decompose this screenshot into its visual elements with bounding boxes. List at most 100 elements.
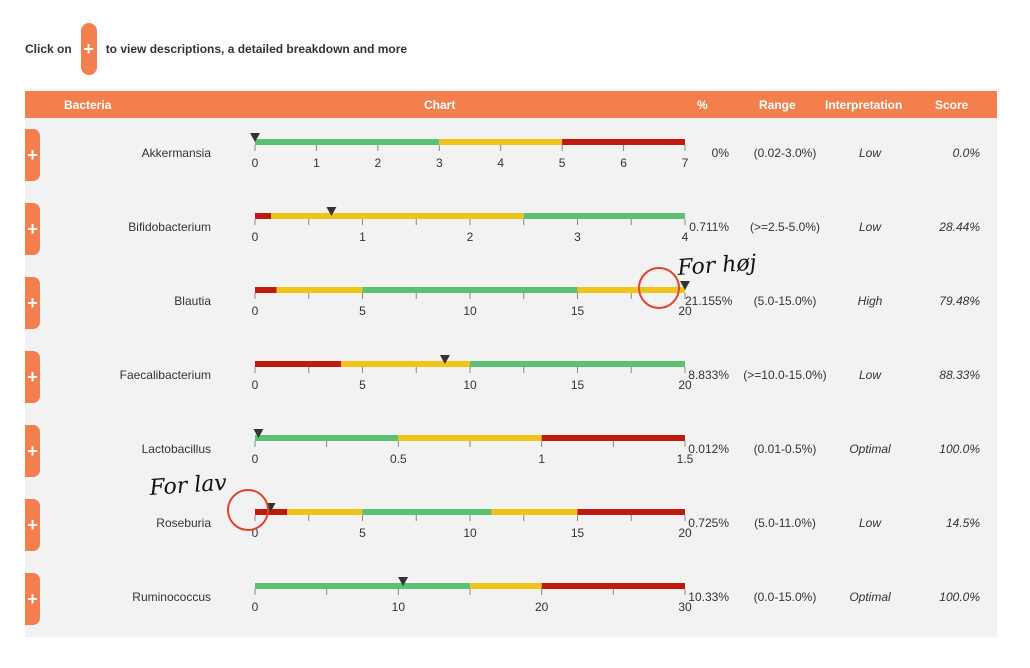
score-value: 14.5%	[920, 516, 980, 530]
tick-label: 10	[392, 600, 406, 614]
plus-icon: +	[27, 589, 38, 610]
tick-label: 0	[252, 156, 259, 170]
tick-label: 10	[463, 378, 477, 392]
tick-label: 3	[574, 230, 581, 244]
range-segment-red	[578, 509, 686, 515]
expand-button[interactable]: +	[25, 351, 40, 403]
interpretation-value: High	[830, 294, 910, 308]
score-value: 79.48%	[920, 294, 980, 308]
header-percent: %	[697, 98, 708, 112]
bacteria-name: Lactobacillus	[142, 442, 211, 456]
range-segment-red	[542, 583, 685, 589]
tick-label: 10	[463, 526, 477, 540]
table-header: Bacteria Chart % Range Interpretation Sc…	[25, 91, 997, 118]
expand-button[interactable]: +	[25, 425, 40, 477]
tick-label: 15	[571, 378, 585, 392]
score-value: 88.33%	[920, 368, 980, 382]
score-value: 100.0%	[920, 442, 980, 456]
intro-plus-icon: +	[81, 23, 97, 75]
expand-button[interactable]: +	[25, 277, 40, 329]
expand-button[interactable]: +	[25, 573, 40, 625]
expand-button[interactable]: +	[25, 203, 40, 255]
range-segment-red	[542, 435, 685, 441]
table-row: + Blautia 21.155% (5.0-15.0%) High 79.48% 0 5 10…	[25, 266, 997, 340]
range-chart: 0 5 10 15 20	[220, 488, 700, 562]
range-segment-green	[255, 139, 439, 145]
range-segment-yellow	[439, 139, 562, 145]
header-range: Range	[759, 98, 796, 112]
tick-label: 0	[252, 600, 259, 614]
tick-label: 20	[535, 600, 549, 614]
range-value: (0.02-3.0%)	[735, 146, 835, 160]
range-segment-red	[255, 287, 277, 293]
tick-label: 0	[252, 230, 259, 244]
range-chart: 01234	[220, 192, 700, 266]
interpretation-value: Optimal	[830, 590, 910, 604]
range-chart: 0 5 10 15 20	[220, 340, 700, 414]
range-value: (5.0-15.0%)	[735, 294, 835, 308]
tick-label: 1	[359, 230, 366, 244]
range-segment-red	[255, 213, 271, 219]
expand-button[interactable]: +	[25, 499, 40, 551]
range-chart: 0 5 10 15 20	[220, 266, 700, 340]
tick-label: 0.5	[390, 452, 407, 466]
tick-label: 15	[571, 526, 585, 540]
tick-label: 5	[559, 156, 566, 170]
bacteria-name: Bifidobacterium	[128, 220, 211, 234]
tick-label: 0	[252, 304, 259, 318]
range-segment-red	[562, 139, 685, 145]
table-row: + Faecalibacterium 8.833% (>=10.0-15.0%) Low…	[25, 340, 997, 414]
score-value: 100.0%	[920, 590, 980, 604]
range-segment-yellow	[271, 213, 524, 219]
intro-text: Click on + to view descriptions, a detai…	[25, 23, 407, 75]
tick-label: 1	[313, 156, 320, 170]
range-segment-red	[255, 361, 341, 367]
tick-label: 6	[620, 156, 627, 170]
plus-icon: +	[27, 293, 38, 314]
range-value: (5.0-11.0%)	[735, 516, 835, 530]
header-score: Score	[935, 98, 968, 112]
range-segment-yellow	[277, 287, 363, 293]
bacteria-table: Bacteria Chart % Range Interpretation Sc…	[25, 91, 997, 637]
tick-label: 30	[678, 600, 692, 614]
tick-label: 0	[252, 378, 259, 392]
tick-label: 20	[678, 304, 692, 318]
expand-button[interactable]: +	[25, 129, 40, 181]
tick-label: 3	[436, 156, 443, 170]
tick-label: 2	[375, 156, 382, 170]
interpretation-value: Low	[830, 220, 910, 234]
tick-label: 4	[682, 230, 689, 244]
intro-suffix: to view descriptions, a detailed breakdo…	[106, 42, 407, 56]
range-segment-green	[255, 583, 470, 589]
range-segment-yellow	[470, 583, 542, 589]
range-value: (>=10.0-15.0%)	[735, 368, 835, 382]
interpretation-value: Optimal	[830, 442, 910, 456]
bacteria-name: Roseburia	[156, 516, 211, 530]
range-value: (0.01-0.5%)	[735, 442, 835, 456]
table-row: + Lactobacillus 0.012% (0.01-0.5%) Optimal 10…	[25, 414, 997, 488]
header-chart: Chart	[424, 98, 455, 112]
plus-icon: +	[27, 367, 38, 388]
range-chart: 0 0.5 1 1.5	[220, 414, 700, 488]
bacteria-name: Ruminococcus	[132, 590, 211, 604]
bacteria-name: Faecalibacterium	[120, 368, 211, 382]
range-segment-yellow	[398, 435, 541, 441]
plus-icon: +	[27, 515, 38, 536]
plus-icon: +	[27, 145, 38, 166]
range-segment-yellow	[578, 287, 686, 293]
tick-label: 1	[538, 452, 545, 466]
range-value: (>=2.5-5.0%)	[735, 220, 835, 234]
tick-label: 20	[678, 378, 692, 392]
range-segment-yellow	[341, 361, 470, 367]
bacteria-name: Akkermansia	[142, 146, 211, 160]
plus-icon: +	[27, 219, 38, 240]
bacteria-name: Blautia	[174, 294, 211, 308]
interpretation-value: Low	[830, 368, 910, 382]
intro-prefix: Click on	[25, 42, 72, 56]
tick-label: 0	[252, 452, 259, 466]
score-value: 0.0%	[920, 146, 980, 160]
table-row: + Bifidobacterium 0.711% (>=2.5-5.0%) Low 28.…	[25, 192, 997, 266]
tick-label: 5	[359, 526, 366, 540]
range-chart: 01234567	[220, 118, 700, 192]
tick-label: 5	[359, 304, 366, 318]
